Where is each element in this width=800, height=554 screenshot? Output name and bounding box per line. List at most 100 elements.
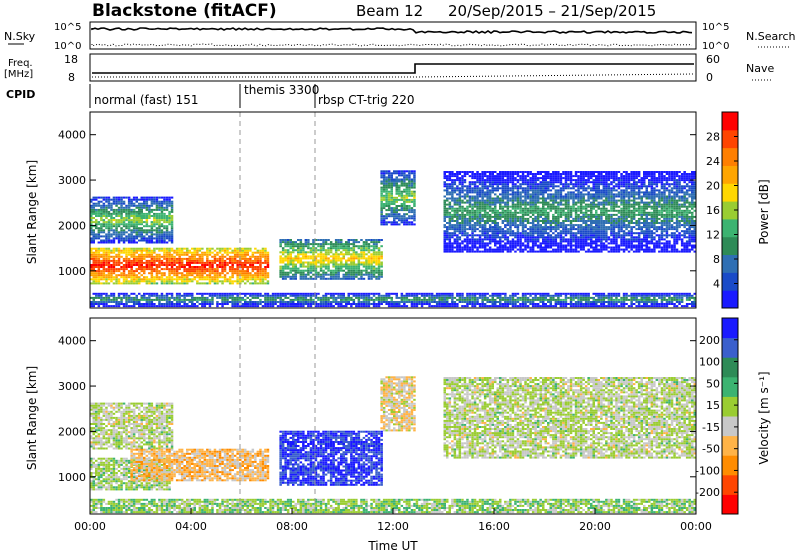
power-cell bbox=[451, 185, 454, 188]
power-cell bbox=[536, 234, 540, 237]
power-cell bbox=[446, 177, 449, 180]
power-cell bbox=[208, 280, 212, 283]
power-cell bbox=[350, 265, 353, 268]
power-cell bbox=[519, 195, 522, 198]
power-cell bbox=[542, 207, 545, 210]
power-cell bbox=[193, 266, 196, 268]
power-cell bbox=[117, 270, 121, 273]
power-cell bbox=[579, 179, 583, 182]
power-cell bbox=[387, 178, 391, 181]
power-cell bbox=[483, 232, 487, 235]
power-cell bbox=[478, 217, 482, 220]
power-cell bbox=[390, 174, 393, 177]
power-cell bbox=[302, 247, 305, 250]
power-cell bbox=[547, 181, 550, 184]
power-cell bbox=[612, 185, 616, 188]
power-cell bbox=[524, 244, 527, 247]
power-cell bbox=[138, 264, 141, 266]
power-cell bbox=[461, 228, 464, 231]
nsearch-trace bbox=[91, 43, 693, 47]
power-cell bbox=[531, 244, 535, 247]
power-cell bbox=[542, 250, 545, 253]
power-cell bbox=[130, 239, 133, 242]
power-cell bbox=[97, 251, 101, 254]
power-cell bbox=[577, 230, 580, 233]
power-cell bbox=[501, 205, 505, 208]
power-cell bbox=[193, 259, 196, 262]
power-cell bbox=[241, 255, 244, 258]
power-cell bbox=[102, 259, 106, 262]
power-cell bbox=[170, 257, 174, 260]
power-cell bbox=[165, 235, 169, 238]
power-cell bbox=[483, 226, 487, 229]
power-cell bbox=[443, 244, 446, 247]
power-cell bbox=[463, 224, 467, 227]
power-cell bbox=[539, 232, 542, 235]
power-cell bbox=[256, 270, 260, 273]
power-cell bbox=[115, 270, 118, 273]
power-cell bbox=[496, 211, 499, 214]
power-cell bbox=[294, 249, 297, 252]
power-cell bbox=[357, 277, 361, 280]
power-cell bbox=[574, 242, 578, 245]
power-cell bbox=[567, 195, 570, 198]
power-cell bbox=[226, 253, 229, 256]
power-cell bbox=[478, 226, 482, 229]
power-cell bbox=[244, 255, 247, 258]
power-cell bbox=[97, 274, 101, 277]
power-cell bbox=[337, 277, 340, 280]
power-cell bbox=[92, 241, 95, 244]
power-cell bbox=[193, 255, 196, 258]
power-cell bbox=[617, 232, 621, 235]
power-cell bbox=[529, 171, 532, 173]
power-cell bbox=[244, 253, 247, 256]
power-cell bbox=[148, 204, 151, 207]
power-cell bbox=[95, 225, 98, 228]
power-cell bbox=[478, 230, 482, 233]
power-cell bbox=[567, 179, 570, 182]
power-cell bbox=[143, 253, 146, 256]
power-cell bbox=[519, 197, 522, 200]
power-cell bbox=[605, 181, 608, 184]
power-cell bbox=[590, 250, 593, 253]
power-cell bbox=[92, 210, 95, 213]
power-cell bbox=[486, 201, 489, 204]
power-cell bbox=[100, 261, 103, 264]
power-cell bbox=[163, 272, 166, 275]
power-cell bbox=[110, 272, 113, 275]
power-cell bbox=[605, 191, 608, 194]
power-cell bbox=[362, 241, 366, 244]
power-cell bbox=[478, 242, 482, 245]
power-cell bbox=[322, 259, 325, 262]
power-cell bbox=[544, 220, 547, 222]
power-cell bbox=[587, 215, 590, 218]
power-cell bbox=[155, 215, 159, 217]
power-cell bbox=[132, 227, 136, 230]
power-cell bbox=[324, 265, 328, 268]
power-cell bbox=[180, 280, 184, 283]
power-cell bbox=[494, 234, 497, 237]
power-cell bbox=[158, 206, 161, 209]
power-cell bbox=[216, 264, 219, 266]
power-cell bbox=[329, 261, 333, 264]
power-cell bbox=[501, 246, 505, 249]
power-cell bbox=[115, 259, 118, 262]
power-cell bbox=[158, 278, 161, 281]
power-cell bbox=[584, 199, 588, 202]
power-cell bbox=[443, 215, 446, 218]
power-cell bbox=[173, 268, 176, 271]
power-cell bbox=[516, 217, 520, 220]
power-cell bbox=[398, 174, 401, 177]
power-cell bbox=[115, 198, 118, 201]
power-cell bbox=[304, 245, 308, 248]
power-cell bbox=[600, 211, 603, 214]
power-cell bbox=[542, 197, 545, 200]
power-cell bbox=[352, 265, 356, 268]
power-cell bbox=[380, 186, 383, 189]
power-cell bbox=[612, 240, 616, 243]
power-cell bbox=[483, 173, 487, 175]
power-cell bbox=[574, 238, 578, 241]
power-cell bbox=[309, 275, 313, 278]
power-cell bbox=[547, 187, 550, 190]
power-cell bbox=[372, 275, 376, 278]
